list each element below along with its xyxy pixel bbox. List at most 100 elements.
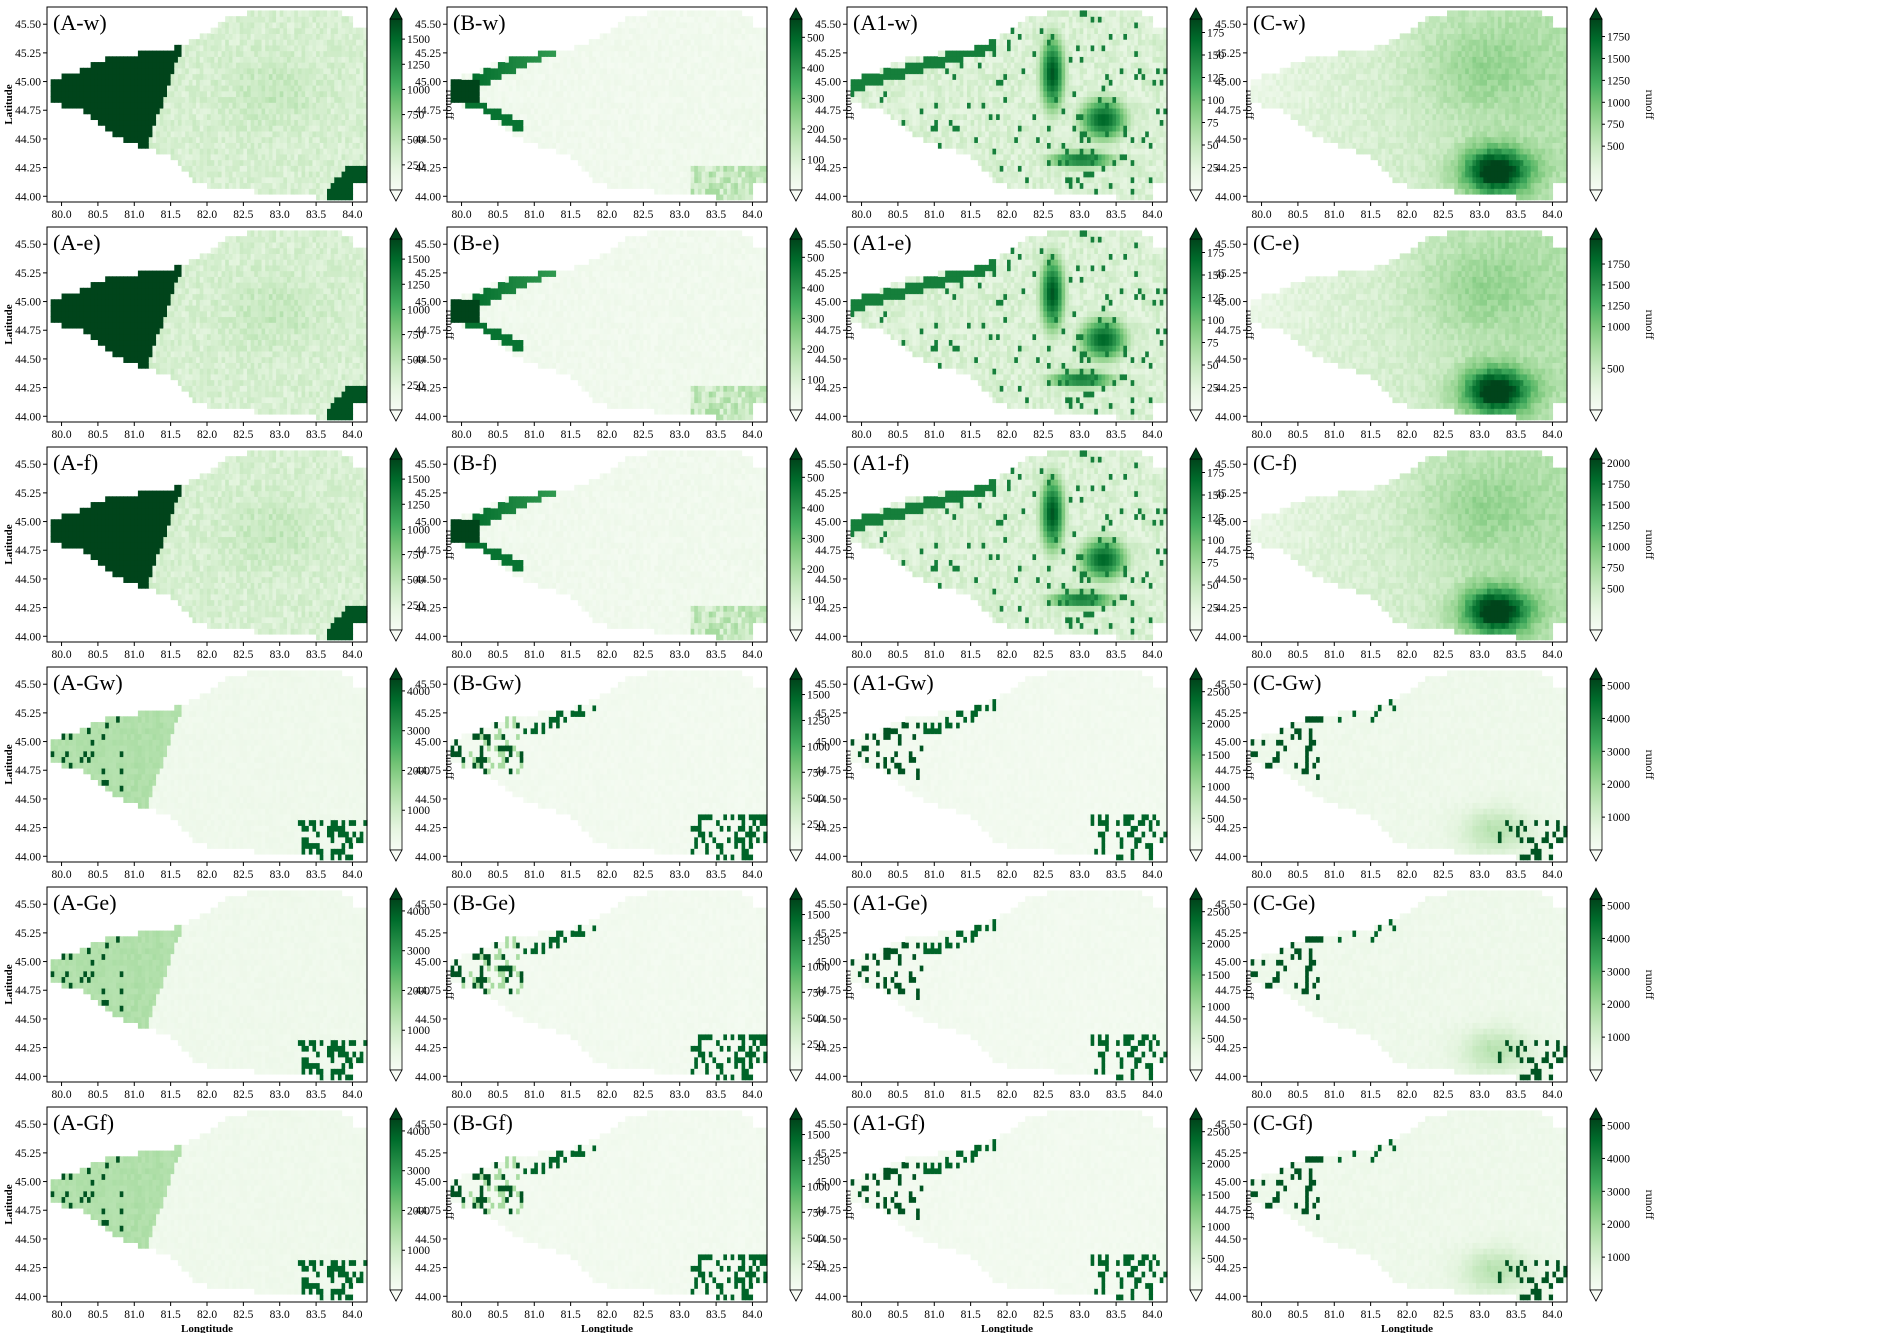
map-cell	[327, 125, 332, 132]
map-cell	[719, 27, 724, 34]
map-cell	[334, 79, 339, 86]
map-cell	[967, 90, 972, 98]
map-cell	[1039, 176, 1044, 184]
map-cell	[1032, 85, 1037, 92]
map-cell	[247, 125, 252, 132]
map-cell	[301, 182, 306, 189]
map-cell	[916, 56, 921, 63]
map-cell	[865, 90, 870, 98]
map-cell	[207, 159, 212, 166]
map-cell	[221, 136, 226, 143]
map-cell	[894, 79, 899, 86]
map-cell	[87, 96, 92, 103]
map-cell	[210, 62, 215, 69]
map-cell	[290, 130, 295, 138]
map-cell	[643, 67, 648, 75]
map-cell	[1025, 107, 1030, 115]
map-cell	[345, 119, 350, 126]
map-cell	[148, 125, 154, 132]
map-cell	[647, 73, 652, 80]
map-cell	[581, 142, 586, 149]
map-cell	[654, 125, 659, 132]
map-cell	[654, 148, 659, 155]
map-cell	[661, 90, 666, 98]
map-cell	[617, 56, 623, 63]
map-cell	[359, 102, 364, 109]
map-cell	[1010, 148, 1015, 155]
map-cell	[690, 96, 695, 103]
map-cell	[330, 79, 335, 86]
map-cell	[588, 79, 594, 86]
map-cell	[363, 113, 368, 121]
map-cell	[156, 56, 161, 63]
map-cell	[756, 159, 761, 166]
map-cell	[737, 165, 743, 172]
map-cell	[719, 119, 724, 126]
map-cell	[650, 130, 655, 138]
map-cell	[585, 130, 590, 138]
map-cell	[712, 67, 717, 75]
map-cell	[294, 119, 299, 126]
map-cell	[327, 96, 332, 103]
map-cell	[199, 130, 204, 138]
map-cell	[690, 153, 695, 161]
map-cell	[741, 39, 746, 46]
map-cell	[145, 90, 150, 98]
map-cell	[981, 125, 986, 132]
map-cell	[756, 85, 761, 92]
map-cell	[545, 130, 550, 138]
map-cell	[1028, 107, 1034, 115]
map-cell	[192, 148, 197, 155]
map-cell	[247, 136, 252, 143]
map-cell	[225, 125, 230, 132]
map-cell	[727, 107, 732, 115]
map-cell	[908, 85, 914, 92]
map-cell	[737, 79, 743, 86]
map-cell	[967, 125, 972, 132]
map-cell	[596, 56, 601, 63]
map-cell	[356, 79, 361, 86]
map-cell	[1028, 33, 1034, 40]
map-cell	[912, 102, 917, 109]
map-cell	[232, 90, 237, 98]
map-cell	[254, 148, 259, 155]
map-cell	[1039, 16, 1044, 23]
map-cell	[221, 79, 226, 86]
map-cell	[494, 107, 499, 115]
map-cell	[112, 67, 117, 75]
map-cell	[617, 33, 623, 40]
map-cell	[1036, 113, 1041, 121]
map-cell	[650, 171, 655, 178]
map-cell	[272, 27, 277, 34]
map-cell	[632, 62, 637, 69]
map-cell	[83, 67, 88, 75]
map-cell	[199, 56, 204, 63]
map-cell	[181, 142, 186, 149]
map-cell	[316, 21, 321, 29]
map-cell	[759, 62, 764, 69]
map-cell	[621, 136, 626, 143]
map-cell	[268, 85, 274, 92]
map-cell	[1010, 39, 1015, 46]
map-cell	[319, 39, 324, 46]
map-cell	[730, 56, 735, 63]
map-cell	[461, 79, 466, 86]
map-cell	[705, 27, 710, 34]
map-cell	[287, 153, 292, 161]
map-cell	[708, 39, 714, 46]
map-cell	[76, 90, 81, 98]
map-cell	[745, 130, 750, 138]
map-cell	[1032, 136, 1037, 143]
map-cell	[577, 102, 583, 109]
map-cell	[207, 44, 212, 52]
map-cell	[337, 39, 343, 46]
map-cell	[683, 90, 688, 98]
map-cell	[337, 171, 343, 178]
map-cell	[1043, 148, 1048, 155]
map-cell	[552, 125, 557, 132]
map-cell	[348, 136, 354, 143]
map-cell	[305, 56, 310, 63]
map-cell	[570, 96, 575, 103]
map-cell	[352, 73, 357, 80]
map-cell	[919, 130, 924, 138]
